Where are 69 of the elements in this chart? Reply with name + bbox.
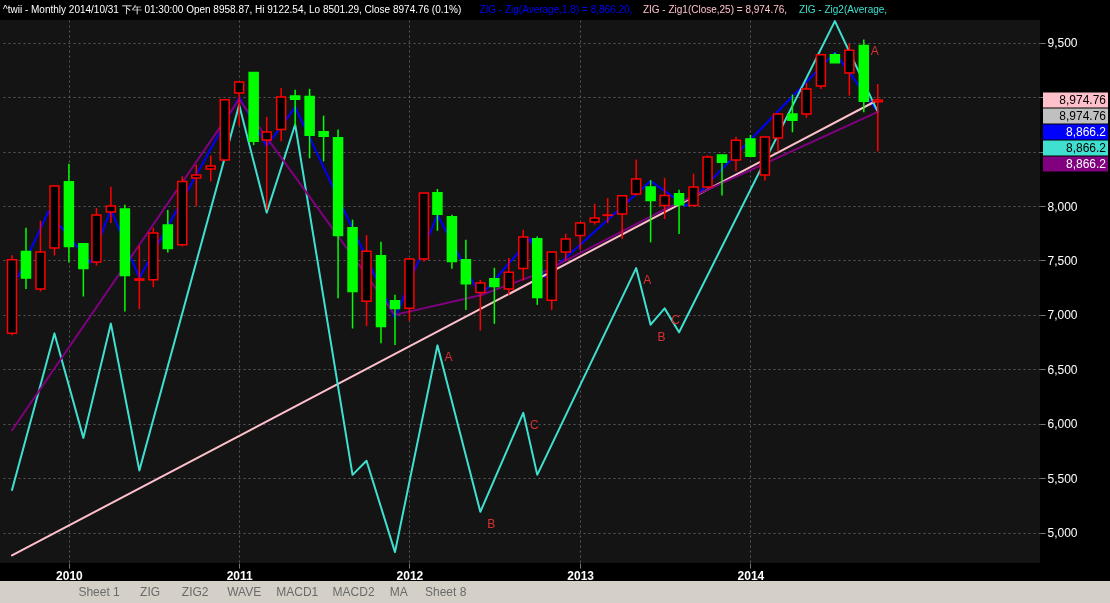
candlestick bbox=[630, 158, 642, 197]
candlestick bbox=[560, 232, 571, 262]
chart-title: ^twii - Monthly 2014/10/31 下午 01:30:00 Open 8958.87, Hi 9122.54, Lo 8501.29, Close 8974.76 (0.1%) bbox=[3, 4, 462, 15]
y-tick-label: 9,500 bbox=[1047, 36, 1078, 51]
y-tick-label: 6,500 bbox=[1047, 362, 1078, 377]
text: MACD2 bbox=[332, 585, 375, 599]
series-label: ZIG - Zig2(Average, bbox=[798, 4, 888, 15]
candlestick bbox=[659, 177, 670, 220]
annotation: C bbox=[671, 313, 681, 328]
candlestick bbox=[673, 188, 685, 235]
text: 8,974.76 bbox=[1059, 93, 1107, 108]
text: ZIG bbox=[140, 585, 161, 599]
candlestick bbox=[432, 188, 443, 232]
candlestick bbox=[289, 89, 301, 128]
candlestick bbox=[162, 209, 174, 254]
annotation: A bbox=[643, 273, 652, 288]
text: 8,974.76 bbox=[1059, 109, 1107, 124]
candlestick bbox=[645, 179, 656, 244]
annotation: A bbox=[870, 44, 879, 59]
candlestick bbox=[389, 294, 401, 346]
annotation: C bbox=[529, 418, 539, 433]
text: Sheet 8 bbox=[425, 585, 467, 599]
y-tick-label: 7,000 bbox=[1047, 308, 1078, 323]
x-tick-label: 2013 bbox=[567, 568, 595, 583]
text: 8,866.2 bbox=[1065, 157, 1107, 172]
candlestick bbox=[716, 153, 728, 197]
candlestick bbox=[602, 197, 613, 224]
candlestick bbox=[730, 135, 742, 173]
line-series bbox=[11, 20, 879, 554]
text: MA bbox=[389, 585, 408, 599]
x-tick-label: 2012 bbox=[396, 568, 424, 583]
text: 8,866.2 bbox=[1065, 125, 1107, 140]
annotation: B bbox=[487, 517, 496, 532]
x-tick-label: 2014 bbox=[737, 568, 765, 583]
candlestick bbox=[589, 202, 600, 226]
candlestick bbox=[233, 80, 245, 127]
candlestick bbox=[134, 245, 145, 310]
y-tick-label: 7,500 bbox=[1047, 253, 1078, 268]
y-tick-label: 8,000 bbox=[1047, 199, 1078, 214]
candlestick bbox=[503, 257, 515, 296]
y-tick-label: 6,000 bbox=[1047, 417, 1078, 432]
y-tick-label: 5,000 bbox=[1047, 526, 1078, 541]
y-tick-label: 5,500 bbox=[1047, 471, 1078, 486]
candlestick bbox=[191, 163, 202, 208]
candlestick bbox=[844, 42, 855, 97]
annotation: A bbox=[444, 350, 453, 365]
candlestick bbox=[787, 93, 798, 134]
candlestick bbox=[205, 154, 216, 183]
candlestick bbox=[318, 114, 329, 163]
candlestick bbox=[475, 279, 486, 332]
candlestick bbox=[688, 172, 699, 207]
line-series bbox=[11, 98, 879, 432]
text: ZIG - Zig1(Close,25) = 8,974.76, bbox=[642, 4, 788, 15]
text: 8,866.2 bbox=[1065, 141, 1107, 156]
text: WAVE bbox=[227, 585, 262, 599]
x-tick-label: 2011 bbox=[226, 568, 254, 583]
candlestick bbox=[574, 221, 586, 251]
candlestick bbox=[616, 194, 628, 240]
text: Sheet 1 bbox=[78, 585, 121, 599]
candlestick bbox=[261, 116, 272, 211]
candlestick bbox=[489, 267, 500, 325]
text: ZIG2 bbox=[181, 585, 209, 599]
candlestick bbox=[460, 239, 472, 311]
text: MACD1 bbox=[276, 585, 319, 599]
annotation: B bbox=[657, 330, 666, 345]
x-tick-label: 2010 bbox=[56, 568, 84, 583]
text: ZIG - Zig(Average,1.8) = 8,866.20, bbox=[479, 4, 633, 15]
candlestick bbox=[872, 83, 884, 153]
candlestick bbox=[105, 185, 117, 224]
